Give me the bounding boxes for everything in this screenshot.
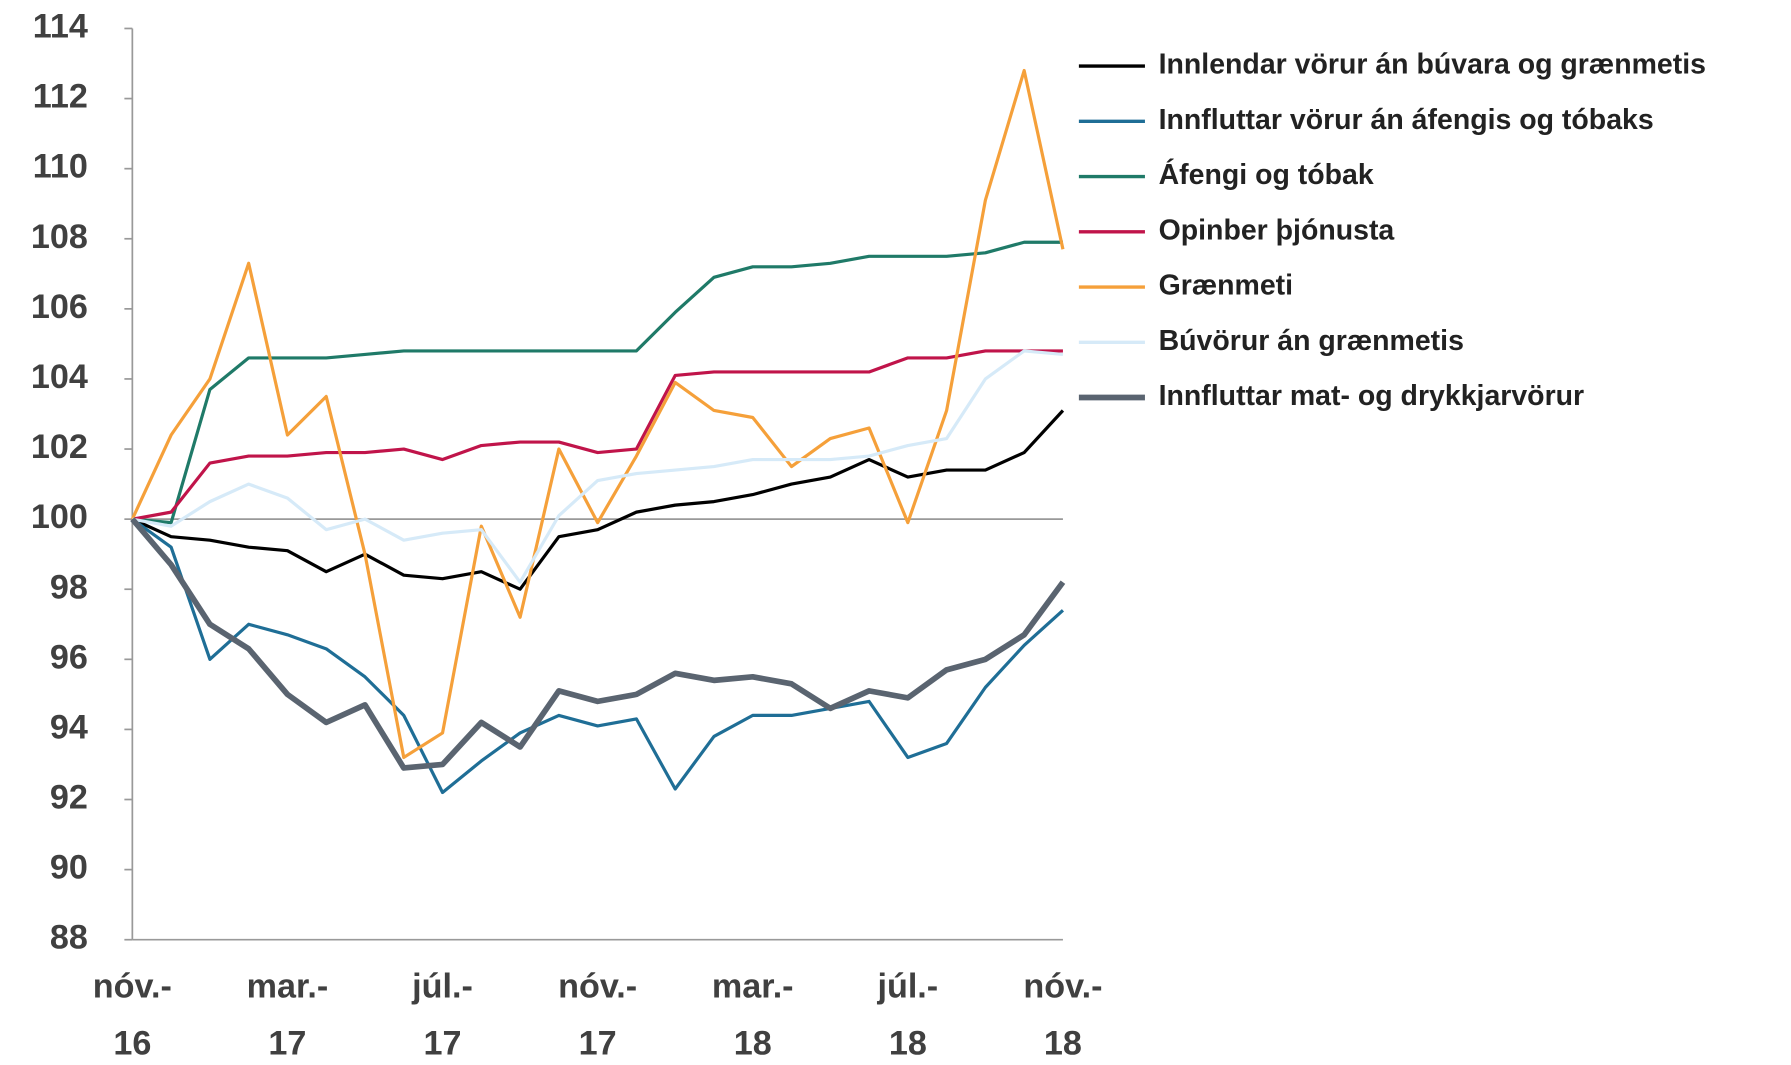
x-tick-label: júl.- 17 [411, 968, 473, 1063]
y-tick-label: 112 [33, 78, 88, 116]
x-tick-label-part: nóv.- [558, 968, 637, 1006]
x-tick-label: mar.- 18 [712, 968, 794, 1063]
y-tick-label: 94 [50, 708, 88, 746]
y-tick-label: 88 [50, 919, 88, 957]
series-line [132, 240, 1063, 525]
x-tick-label-part: júl.- [876, 968, 938, 1006]
series-line [132, 349, 1064, 584]
y-tick-label: 98 [50, 568, 88, 606]
x-tick-label-part: 18 [889, 1025, 927, 1063]
y-tick-label: 110 [33, 148, 88, 186]
y-tick-label: 108 [31, 218, 88, 256]
legend-label: Opinber þjónusta [1159, 214, 1396, 246]
series-line [131, 409, 1065, 591]
x-tick-label-part: mar.- [247, 968, 329, 1006]
y-tick-label: 92 [50, 779, 88, 817]
legend-label: Áfengi og tóbak [1159, 159, 1374, 191]
x-tick-label-part: 18 [734, 1025, 772, 1063]
x-tick-label-part: 16 [113, 1025, 151, 1063]
legend-label: Innfluttar mat- og drykkjarvörur [1159, 380, 1585, 412]
legend-label: Grænmeti [1159, 270, 1293, 302]
y-tick-label: 96 [50, 638, 88, 676]
y-tick-label: 90 [50, 849, 88, 887]
x-tick-label: nóv.- 16 [93, 968, 172, 1063]
legend-label: Innfluttar vörur án áfengis og tóbaks [1159, 104, 1654, 136]
legend-label: Búvörur án grænmetis [1159, 325, 1464, 357]
x-tick-label-part: nóv.- [1023, 968, 1102, 1006]
x-tick-label-part: 17 [579, 1025, 617, 1063]
legend-label: Innlendar vörur án búvara og grænmetis [1159, 49, 1706, 81]
series-line [131, 517, 1065, 795]
x-tick-label: mar.- 17 [247, 968, 329, 1063]
x-tick-label: nóv.- 18 [1023, 968, 1102, 1063]
x-tick-label-part: 18 [1044, 1025, 1082, 1063]
x-tick-label: nóv.- 17 [558, 968, 637, 1063]
series-line [132, 349, 1063, 521]
y-tick-label: 114 [33, 8, 88, 46]
x-tick-label-part: nóv.- [93, 968, 172, 1006]
series-line [130, 68, 1065, 760]
y-tick-label: 100 [31, 498, 88, 536]
series-line [130, 517, 1066, 771]
x-tick-label-part: 17 [424, 1025, 462, 1063]
y-tick-label: 104 [31, 358, 88, 396]
x-tick-label: júl.- 18 [876, 968, 938, 1063]
y-tick-label: 106 [31, 288, 88, 326]
x-tick-label-part: mar.- [712, 968, 794, 1006]
x-tick-label-part: 17 [268, 1025, 306, 1063]
y-tick-label: 102 [31, 428, 88, 466]
x-tick-label-part: júl.- [411, 968, 473, 1006]
